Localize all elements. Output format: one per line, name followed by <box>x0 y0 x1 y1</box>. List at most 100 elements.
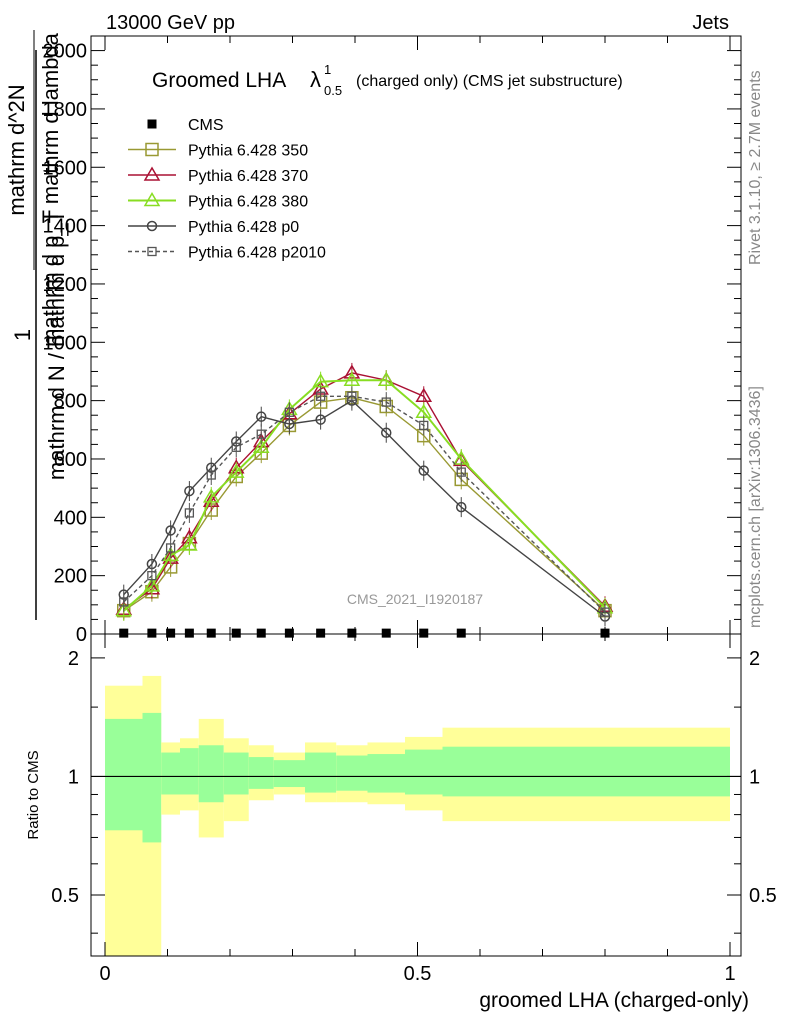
legend-label: Pythia 6.428 p2010 <box>188 245 326 262</box>
marker-triangle <box>181 536 198 551</box>
ratio-band-green <box>336 755 368 791</box>
x-tick-label: 0.5 <box>404 963 432 985</box>
marker-square <box>119 628 129 638</box>
marker-square-small <box>256 429 266 439</box>
legend-label: Pythia 6.428 350 <box>188 143 308 160</box>
y-tick-label: 1600 <box>43 157 88 179</box>
ratio-frame <box>90 633 742 957</box>
y-label-secondary-den: mathrm d p_T mathrm d lambda <box>38 32 63 347</box>
marker-square-small <box>419 420 429 431</box>
series-line <box>123 396 606 612</box>
y-tick-label: 1000 <box>43 332 88 354</box>
ratio-band-green <box>223 752 249 795</box>
series-line <box>123 399 606 618</box>
y-tick-label: 2000 <box>43 41 88 63</box>
x-tick-label: 1 <box>724 963 735 985</box>
legend-item: Pythia 6.428 370 <box>128 166 308 185</box>
marker-circle <box>315 414 326 425</box>
y-tick-label: 400 <box>54 507 87 529</box>
marker-triangle <box>143 166 161 181</box>
marker-circle <box>381 427 392 438</box>
y-axis-label: 1 mathrm d N / mathrm d p_T <box>10 50 69 620</box>
marker-square <box>184 628 194 638</box>
marker-square-small <box>284 407 295 417</box>
watermark: CMS_2021_I1920187 <box>347 591 483 607</box>
marker-triangle <box>143 192 161 207</box>
title-main: Groomed LHA <box>152 69 286 92</box>
marker-square <box>456 628 466 638</box>
marker-circle <box>456 501 467 513</box>
marker-square <box>419 628 429 638</box>
marker-square <box>381 628 391 638</box>
marker-square-small <box>456 467 466 477</box>
marker-square <box>600 628 610 638</box>
header-left: 13000 GeV pp <box>106 12 235 34</box>
ratio-y-tick-label-right: 1 <box>749 766 760 788</box>
marker-square-small <box>165 543 176 553</box>
title-superscript: 1 <box>324 62 331 77</box>
legend-label: CMS <box>188 117 224 134</box>
ratio-y-tick-label: 2 <box>68 648 79 670</box>
marker-square-small <box>315 391 326 401</box>
legend-item: Pythia 6.428 350 <box>128 143 308 160</box>
marker-circle <box>256 411 267 422</box>
marker-triangle <box>377 371 395 386</box>
marker-square-small <box>600 607 610 617</box>
marker-square <box>231 628 241 638</box>
marker-square-small <box>381 397 391 407</box>
ratio-band-green <box>442 746 480 797</box>
marker-circle <box>184 485 195 497</box>
title-lambda: λ <box>310 67 321 92</box>
y-label-denominator: mathrm d N / mathrm d p_T <box>44 210 69 480</box>
y-label-secondary-num: mathrm d^2N <box>4 84 29 215</box>
marker-square <box>147 628 157 638</box>
marker-triangle <box>343 371 361 386</box>
side-rivet-label: Rivet 3.1.10, ≥ 2.7M events <box>747 70 764 265</box>
y-label-numerator: 1 <box>10 329 35 341</box>
marker-square <box>206 628 216 638</box>
series-line <box>123 379 606 612</box>
ratio-band-green <box>142 712 162 843</box>
x-axis-label: groomed LHA (charged-only) <box>479 989 749 1012</box>
marker-square-small <box>347 391 357 401</box>
legend-item: Pythia 6.428 380 <box>128 192 308 211</box>
marker-square <box>166 628 176 638</box>
ratio-band-green <box>480 746 730 797</box>
legend-label: Pythia 6.428 380 <box>188 194 308 211</box>
ratio-band-green <box>161 752 180 795</box>
marker-square-small <box>184 508 195 518</box>
ratio-band-green <box>105 718 143 831</box>
marker-triangle <box>252 438 270 454</box>
ratio-y-tick-label-right: 0.5 <box>749 885 777 907</box>
marker-square <box>316 628 326 638</box>
side-mcplots-label: mcplots.cern.ch [arXiv:1306.3436] <box>747 386 764 628</box>
ratio-band-green <box>305 752 337 793</box>
ratio-band-green <box>198 745 224 803</box>
x-tick-label: 0 <box>99 963 110 985</box>
ratio-band-green <box>367 754 405 793</box>
marker-square <box>147 119 157 129</box>
marker-square-small <box>147 246 157 257</box>
series-line <box>123 372 606 610</box>
y-tick-label: 1800 <box>43 99 88 121</box>
series-line <box>123 395 606 613</box>
ratio-y-axis-label: Ratio to CMS <box>25 750 42 839</box>
legend-label: Pythia 6.428 370 <box>188 168 308 185</box>
ratio-band-green <box>405 749 443 795</box>
title-subscript: 0.5 <box>324 83 342 98</box>
marker-circle <box>418 465 429 476</box>
chart-title: Groomed LHA λ 1 0.5 (charged only) (CMS jet … <box>152 62 623 98</box>
legend: CMS Pythia 6.428 350 Pythia 6.428 370 Pythi… <box>128 117 326 262</box>
marker-square-small <box>231 442 241 452</box>
marker-square <box>284 628 294 638</box>
y-tick-label: 1400 <box>43 216 88 238</box>
series-5 <box>119 386 610 623</box>
series-1 <box>117 387 612 621</box>
marker-circle <box>165 525 176 536</box>
ratio-y-tick-label-right: 2 <box>749 648 760 670</box>
marker-triangle <box>115 602 133 617</box>
y-tick-label: 200 <box>54 566 87 588</box>
y-tick-label: 800 <box>54 391 87 413</box>
ratio-y-tick-label: 0.5 <box>51 885 79 907</box>
